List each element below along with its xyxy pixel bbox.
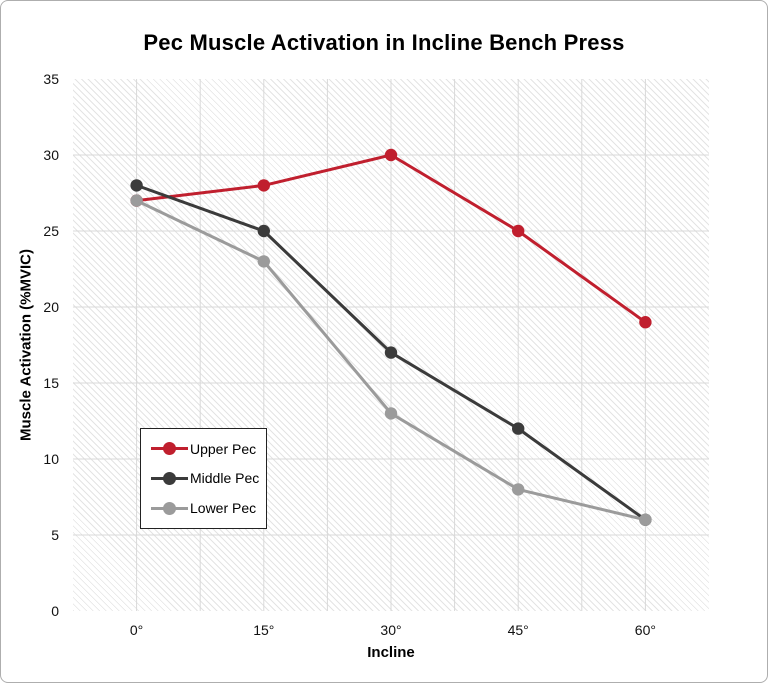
plot-canvas — [73, 79, 709, 611]
data-point-middle-pec — [130, 179, 143, 192]
y-axis-title: Muscle Activation (%MVIC) — [17, 249, 35, 441]
legend-swatch-middle-pec — [151, 471, 188, 485]
y-tick-label: 20 — [43, 299, 59, 315]
data-point-lower-pec — [512, 483, 525, 496]
data-point-middle-pec — [512, 422, 525, 435]
data-point-middle-pec — [384, 346, 398, 359]
y-tick-label: 0 — [51, 603, 59, 619]
y-tick-label: 5 — [51, 527, 59, 543]
legend-label-middle-pec: Middle Pec — [190, 470, 260, 487]
data-point-upper-pec — [384, 148, 398, 162]
legend-swatch-upper-pec — [151, 442, 188, 456]
x-tick-label: 60° — [634, 622, 656, 638]
chart-title: Pec Muscle Activation in Incline Bench P… — [143, 30, 625, 55]
data-point-middle-pec — [257, 224, 270, 238]
legend-item-lower-pec: Lower Pec — [151, 500, 266, 516]
data-point-lower-pec — [257, 255, 270, 268]
x-axis-title: Incline — [367, 644, 415, 661]
data-point-upper-pec — [639, 316, 652, 329]
data-point-upper-pec — [512, 224, 525, 238]
y-tick-label: 30 — [43, 147, 59, 163]
y-tick-label: 35 — [43, 71, 59, 87]
legend-marker-icon — [163, 442, 176, 456]
x-tick-label: 0° — [129, 622, 144, 638]
y-tick-label: 10 — [43, 451, 59, 467]
legend-swatch-lower-pec — [151, 501, 188, 515]
data-point-lower-pec — [639, 513, 652, 526]
legend-marker-icon — [163, 501, 176, 515]
legend-marker-icon — [163, 471, 176, 485]
legend-item-upper-pec: Upper Pec — [151, 441, 266, 457]
x-tick-label: 45° — [507, 622, 529, 638]
plot-area — [73, 79, 709, 611]
legend: Upper Pec Middle Pec Lower Pec — [140, 428, 267, 529]
data-point-upper-pec — [257, 179, 270, 192]
series-lower-pec — [130, 194, 652, 526]
legend-label-lower-pec: Lower Pec — [190, 500, 257, 517]
data-point-lower-pec — [384, 407, 398, 420]
y-tick-label: 25 — [43, 223, 59, 239]
data-point-lower-pec — [130, 194, 143, 207]
x-tick-label: 15° — [253, 622, 275, 638]
y-tick-label: 15 — [43, 375, 59, 391]
x-tick-label: 30° — [380, 622, 402, 638]
legend-item-middle-pec: Middle Pec — [151, 470, 266, 486]
legend-label-upper-pec: Upper Pec — [190, 440, 257, 457]
